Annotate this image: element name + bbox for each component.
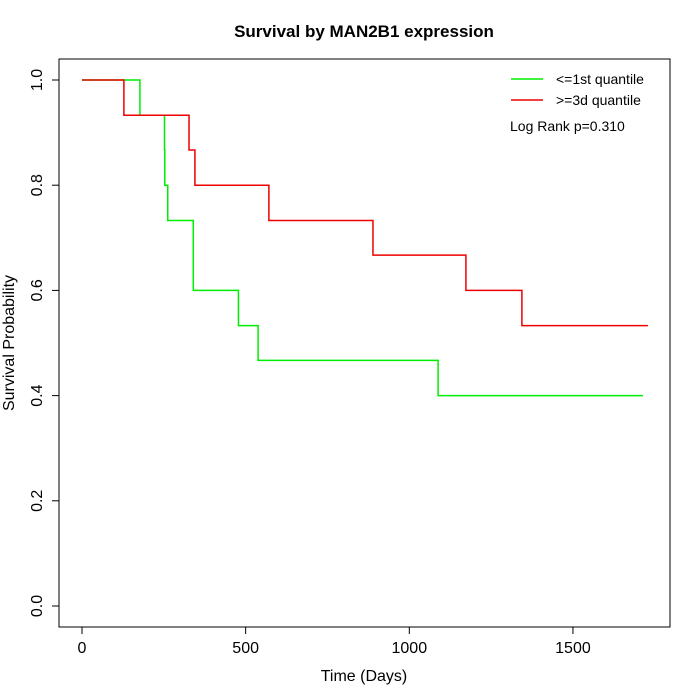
legend-label: >=3d quantile xyxy=(556,92,641,108)
log-rank-annotation: Log Rank p=0.310 xyxy=(510,118,625,134)
legend: <=1st quantile >=3d quantile xyxy=(511,71,644,108)
x-tick-label: 500 xyxy=(232,640,259,657)
y-tick-label: 1.0 xyxy=(29,69,46,91)
legend-label: <=1st quantile xyxy=(556,71,644,87)
x-tick-label: 1000 xyxy=(392,640,428,657)
y-tick-label: 0.2 xyxy=(29,490,46,512)
y-tick-label: 0.0 xyxy=(29,595,46,617)
x-tick-label: 1500 xyxy=(555,640,591,657)
y-tick-label: 0.6 xyxy=(29,279,46,301)
y-axis-label: Survival Probability xyxy=(1,275,18,411)
plot-frame xyxy=(58,58,671,628)
chart-title: Survival by MAN2B1 expression xyxy=(234,22,494,41)
x-tick-label: 0 xyxy=(78,640,87,657)
survival-curve-high xyxy=(82,79,648,327)
y-tick-label: 0.8 xyxy=(29,174,46,196)
y-tick-label: 0.4 xyxy=(29,384,46,406)
x-axis-label: Time (Days) xyxy=(321,668,408,685)
